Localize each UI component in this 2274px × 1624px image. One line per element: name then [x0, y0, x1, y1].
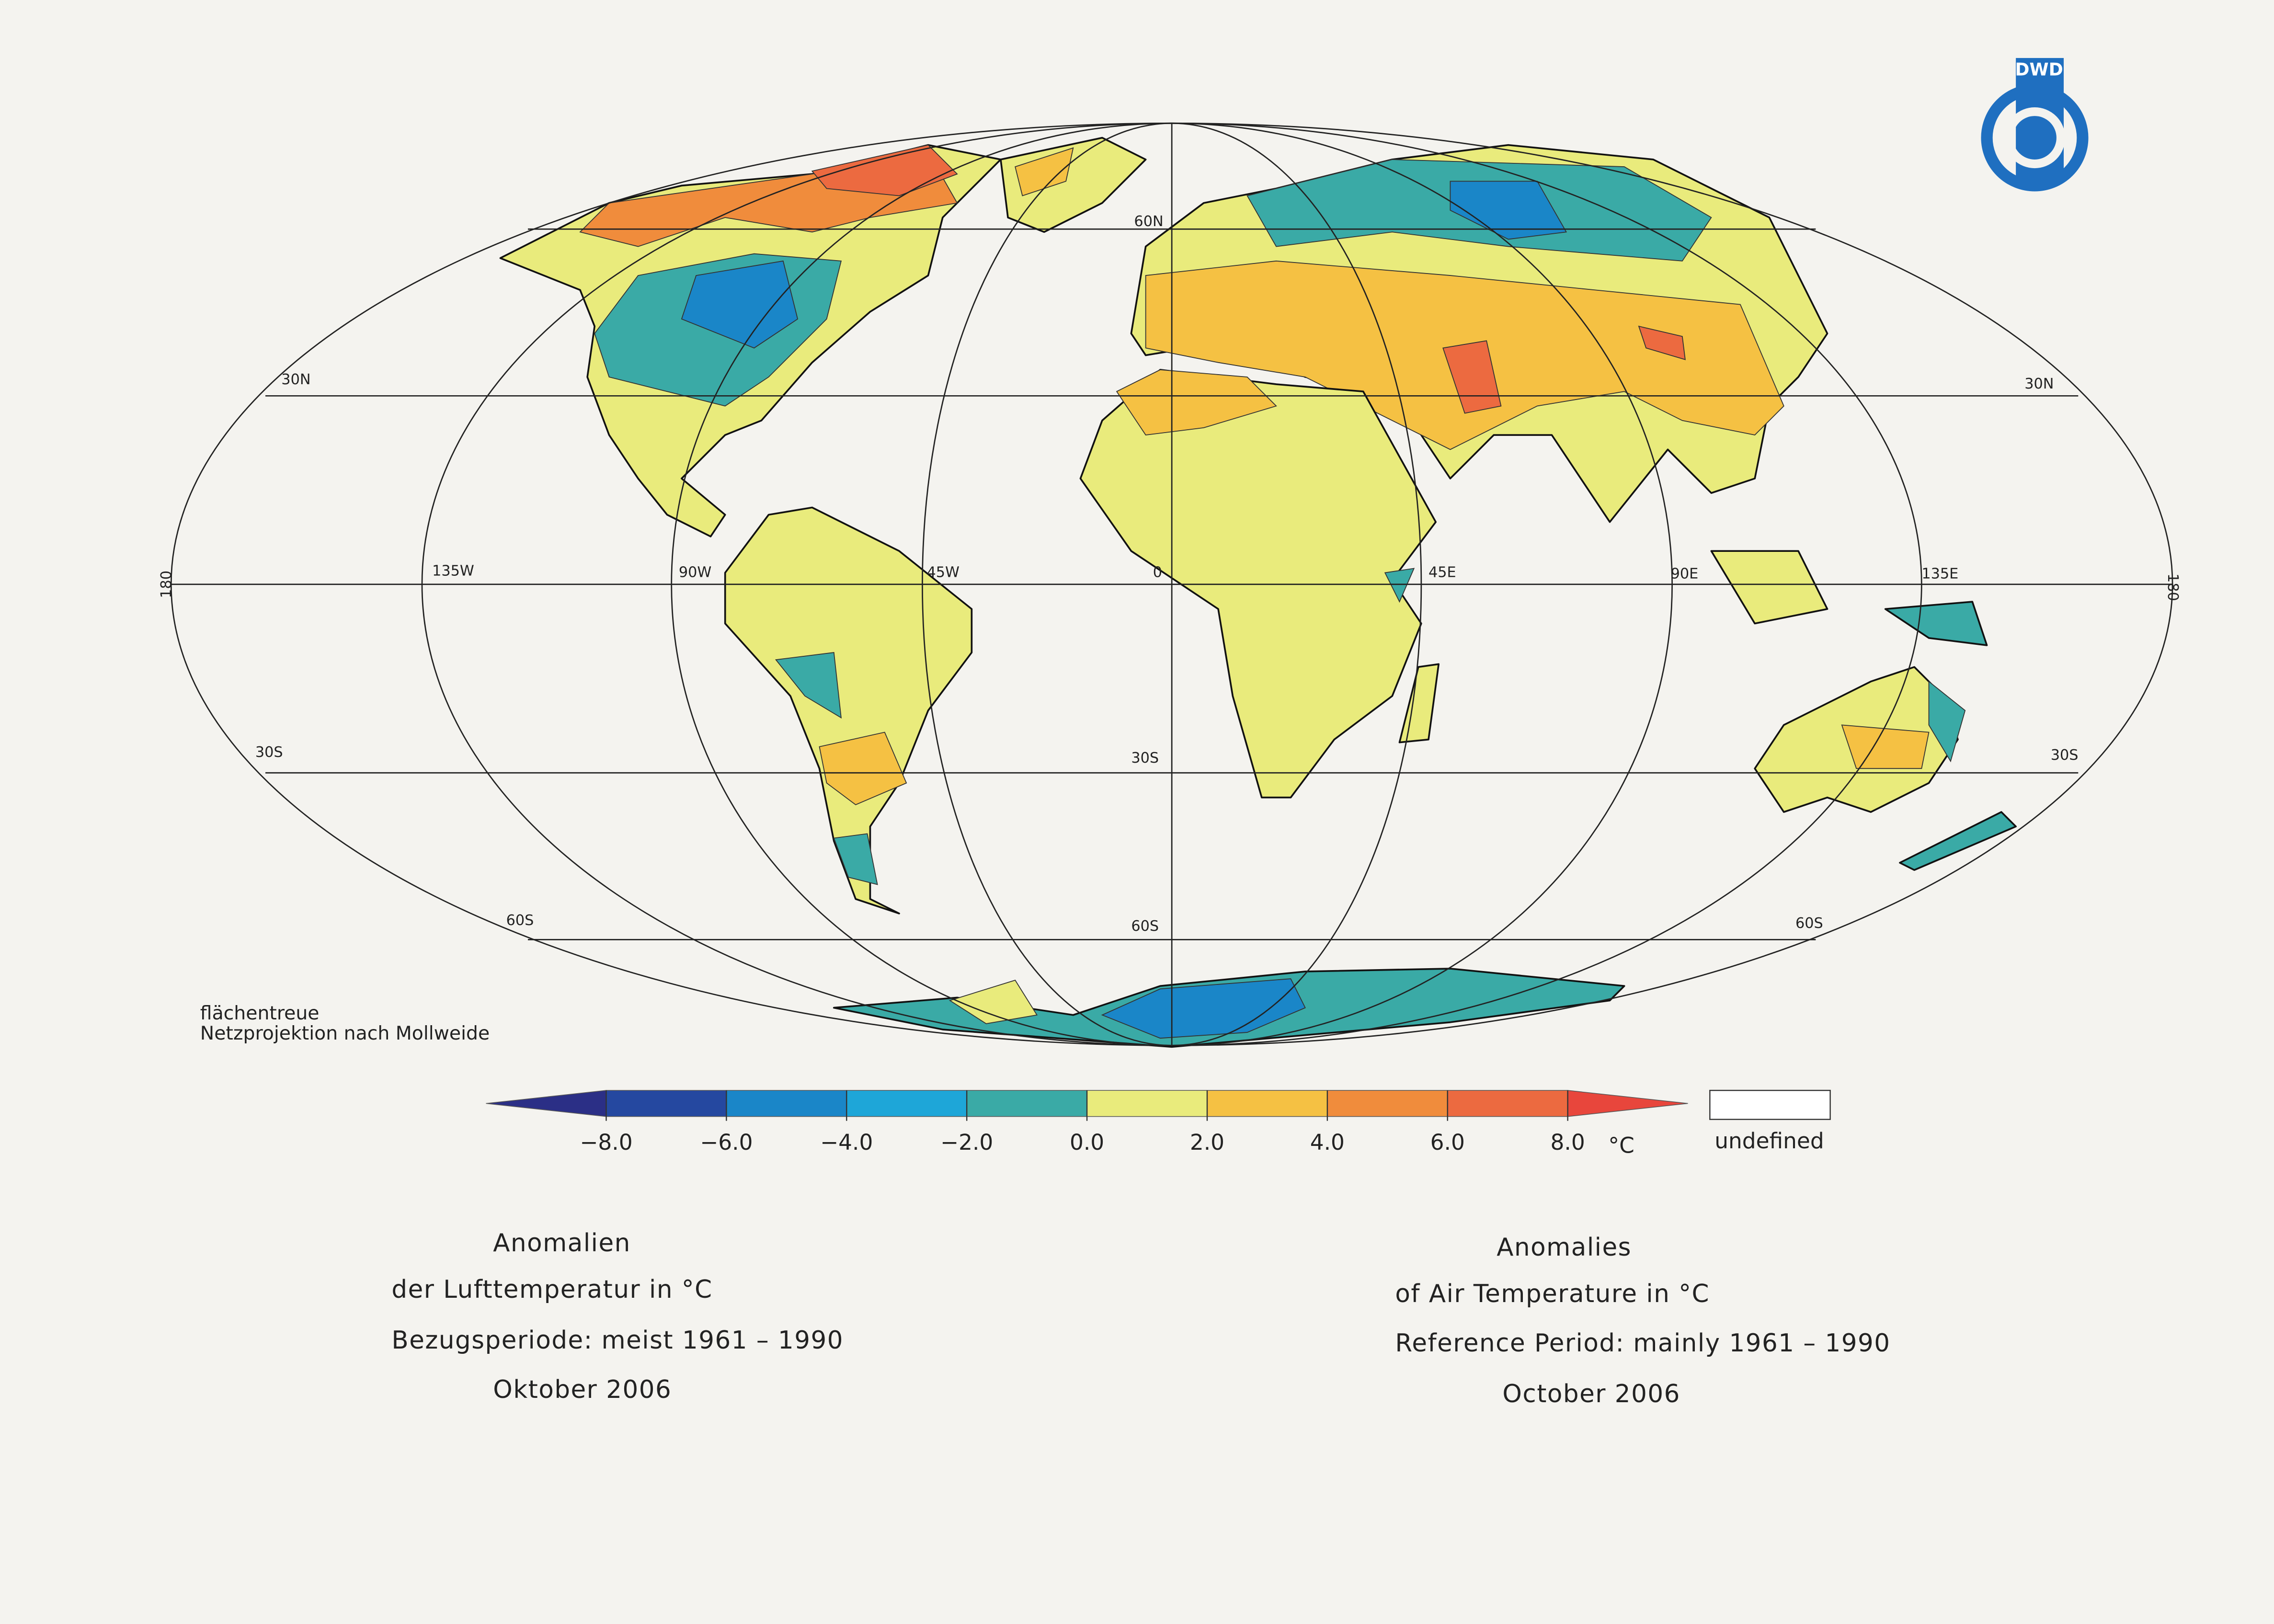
graticule-label: 90W	[679, 564, 711, 581]
caption-en: October 2006	[1502, 1380, 1680, 1408]
graticule-label: 45E	[1428, 564, 1456, 581]
undefined-label: undefined	[1714, 1128, 1824, 1154]
colorbar-label: −6.0	[700, 1130, 753, 1155]
anomaly-region	[1384, 568, 1415, 603]
continents	[499, 137, 2017, 1048]
anomaly-region	[1928, 680, 1966, 763]
new-guinea	[1884, 601, 1988, 646]
colorbar-label: −2.0	[940, 1130, 993, 1155]
undefined-swatch	[1709, 1089, 1831, 1120]
graticule-labels: 30N 30N 60N 30S 30S 30S 60S 60S 60S 180 180 135W 90W…	[158, 213, 2181, 935]
graticule-label: 60S	[506, 912, 534, 929]
colorbar-label: 6.0	[1430, 1130, 1465, 1155]
caption-de: der Lufttemperatur in °C	[391, 1275, 712, 1304]
colorbar-bin	[606, 1090, 727, 1117]
graticule-label: 135E	[1921, 566, 1958, 583]
colorbar-bin	[966, 1090, 1087, 1117]
graticule-label: 180	[158, 571, 175, 598]
graticule-label: 180	[2164, 573, 2181, 601]
graticule-label: 30S	[2051, 747, 2079, 764]
graticule-label: 90E	[1671, 566, 1699, 583]
colorbar-label: −8.0	[580, 1130, 632, 1155]
graticule-label: 30S	[1131, 750, 1159, 766]
anomaly-region	[819, 732, 907, 805]
anomaly-region	[681, 260, 799, 349]
colorbar: −8.0 −6.0 −4.0 −2.0 0.0 2.0 4.0 6.0 8.0 °C undefin…	[486, 1089, 1831, 1158]
caption-en: Anomalies	[1497, 1233, 1632, 1262]
anomaly-region	[1015, 147, 1074, 196]
anomaly-region	[811, 144, 958, 196]
anomaly-region	[1442, 340, 1502, 414]
colorbar-bin	[1207, 1090, 1328, 1117]
caption-de: Bezugsperiode: meist 1961 – 1990	[391, 1326, 844, 1355]
anomaly-region	[833, 833, 878, 885]
colorbar-bin	[726, 1090, 847, 1117]
graticule-label: 30S	[255, 744, 283, 761]
colorbar-unit: °C	[1608, 1132, 1634, 1158]
anomaly-region	[1101, 978, 1306, 1039]
graticule-label: 135W	[432, 563, 474, 580]
anomaly-region	[1450, 181, 1567, 240]
colorbar-bin	[1327, 1090, 1448, 1117]
graticule-label: 30N	[281, 371, 310, 388]
graticule-label: 60N	[1134, 213, 1163, 230]
colorbar-label: 2.0	[1190, 1130, 1224, 1155]
graticule-label: 0	[1153, 564, 1162, 581]
dwd-logo: DWD	[1981, 58, 2089, 192]
indonesia	[1710, 550, 1828, 625]
south-america	[724, 506, 973, 915]
colorbar-label: 4.0	[1310, 1130, 1345, 1155]
colorbar-label: −4.0	[820, 1130, 873, 1155]
colorbar-label: 0.0	[1070, 1130, 1104, 1155]
colorbar-bin	[1447, 1090, 1568, 1117]
logo-text: DWD	[2015, 59, 2063, 80]
anomaly-region	[1638, 325, 1686, 360]
anomaly-region	[948, 980, 1038, 1024]
africa	[1079, 369, 1437, 799]
anomaly-region	[1841, 724, 1930, 769]
new-zealand	[1899, 811, 2017, 871]
projection-note: flächentreue	[200, 1002, 320, 1024]
caption-de: Oktober 2006	[493, 1375, 672, 1404]
anomaly-region	[1116, 369, 1277, 436]
colorbar-bin	[846, 1090, 967, 1117]
caption-en: of Air Temperature in °C	[1395, 1280, 1710, 1308]
graticule-label: 60S	[1131, 918, 1159, 935]
graticule-label: 45W	[927, 564, 960, 581]
graticule-label: 30N	[2024, 376, 2054, 392]
caption-de: Anomalien	[493, 1229, 630, 1258]
graticule-label: 60S	[1795, 915, 1823, 932]
anomaly-region	[775, 652, 842, 719]
projection-note: Netzprojektion nach Mollweide	[200, 1022, 490, 1044]
colorbar-bin	[1086, 1090, 1208, 1117]
caption-en: Reference Period: mainly 1961 – 1990	[1395, 1329, 1890, 1358]
colorbar-label: 8.0	[1551, 1130, 1585, 1155]
graticule	[170, 122, 2173, 1046]
